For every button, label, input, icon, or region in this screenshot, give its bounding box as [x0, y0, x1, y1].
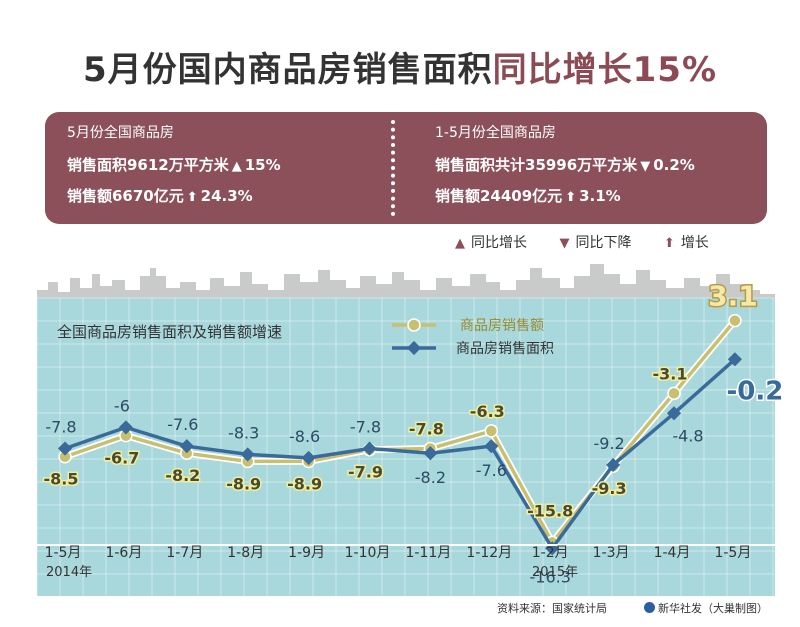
sales-point	[484, 424, 499, 438]
area-point	[606, 457, 621, 473]
stats-jan-may-subtitle: 1-5月份全国商品房	[435, 125, 556, 141]
data-label: -8.9	[226, 474, 261, 493]
stats-divider	[391, 120, 395, 216]
data-label: -7.8	[350, 418, 381, 437]
stats-panel: 5月份全国商品房 销售面积9612万平方米 ▲ 15% 销售额6670亿元 ⬆ 24.3…	[45, 112, 767, 224]
stats-jan-may-sales: 销售额24409亿元 ⬆ 3.1%	[435, 187, 621, 205]
legend-increase: ⬆ 增长	[663, 235, 709, 251]
stats-jan-may: 1-5月份全国商品房 销售面积共计35996万平方米 ▼ 0.2% 销售额24409…	[435, 122, 695, 216]
x-tick-label: 1-7月	[166, 545, 203, 561]
symbol-legend: ▲ 同比增长 ▼ 同比下降 ⬆ 增长	[455, 232, 737, 252]
area-point	[57, 441, 73, 456]
legend-label: 商品房销售面积	[456, 341, 554, 357]
data-label: -7.8	[45, 418, 76, 437]
x-tick-label: 1-8月	[227, 545, 264, 561]
x-year-label: 2015年	[532, 565, 578, 580]
x-tick-label: 1-11月	[406, 545, 452, 561]
up-arrow-icon: ⬆	[663, 236, 675, 251]
area-point	[301, 450, 316, 465]
down-triangle-icon: ▼	[640, 159, 651, 174]
area-point	[118, 420, 133, 435]
up-arrow-icon: ⬆	[565, 190, 577, 205]
data-label: -16.3	[529, 567, 570, 586]
series-line-1	[64, 357, 737, 551]
data-label: -8.2	[415, 468, 446, 487]
x-tick-label: 1-4月	[654, 545, 691, 561]
legend-marker	[407, 318, 421, 332]
x-axis: 1-5月 1-6月 1-7月 1-8月 1-9月 1-10月 1-11月 1-12月 1-2月 1…	[37, 544, 775, 580]
down-triangle-icon: ▼	[559, 236, 570, 251]
sales-point	[667, 386, 681, 401]
data-label: -7.8	[409, 420, 444, 439]
page-title: 5月份国内商品房销售面积同比增长15%	[82, 50, 718, 90]
x-year-label: 2014年	[46, 565, 92, 580]
data-label: -8.6	[289, 427, 320, 446]
data-label: -8.2	[165, 466, 200, 485]
x-tick-label: 1-5月	[714, 545, 751, 561]
series-line-0	[64, 319, 737, 545]
up-triangle-icon: ▲	[455, 236, 465, 251]
up-triangle-icon: ▲	[231, 159, 242, 174]
series-lines	[57, 313, 742, 556]
series-halo	[63, 318, 738, 546]
data-label: -7.6	[476, 461, 507, 480]
stats-may-sales: 销售额6670亿元 ⬆ 24.3%	[67, 187, 253, 205]
data-label: -8.5	[44, 470, 79, 489]
legend-marker	[406, 340, 422, 356]
data-label: -9.3	[592, 479, 627, 498]
area-point	[484, 439, 499, 454]
data-label: -3.1	[653, 364, 688, 383]
x-tick-label: 1-12月	[466, 545, 512, 561]
data-label: -7.9	[348, 463, 383, 482]
data-label: -8.3	[228, 423, 259, 442]
legend-label: 商品房销售额	[460, 318, 544, 334]
chart-title: 全国商品房销售面积及销售额增速	[57, 323, 282, 341]
x-tick-label: 1-3月	[593, 545, 630, 561]
area-point	[362, 441, 377, 456]
source-note: 资料来源：国家统计局	[497, 602, 607, 615]
area-point	[240, 447, 255, 462]
data-label: 3.1	[708, 280, 758, 313]
x-tick-label: 1-9月	[288, 545, 325, 561]
data-label: -6.3	[470, 402, 505, 421]
up-arrow-icon: ⬆	[186, 190, 198, 205]
area-point	[727, 352, 742, 367]
sales-point	[728, 313, 742, 328]
stats-may-area: 销售面积9612万平方米 ▲ 15%	[67, 156, 281, 174]
stats-jan-may-area: 销售面积共计35996万平方米 ▼ 0.2%	[435, 156, 695, 174]
data-label: -9.2	[593, 434, 624, 453]
area-point	[179, 439, 194, 454]
grid-lines	[36, 297, 775, 596]
data-label: -6	[114, 396, 130, 415]
data-label: -15.8	[527, 501, 573, 520]
area-point	[666, 406, 682, 421]
data-label: -4.8	[672, 426, 703, 445]
x-tick-label: 1-6月	[105, 545, 142, 561]
data-labels: -8.5 -6.7 -8.2 -8.9 -8.9 -7.9 -7.8 -6.3 -15.8 -9.…	[42, 278, 785, 586]
area-point	[423, 446, 438, 461]
data-label: -6.7	[104, 449, 139, 468]
data-label: -7.6	[167, 415, 198, 434]
globe-icon	[644, 602, 655, 613]
stats-may: 5月份全国商品房 销售面积9612万平方米 ▲ 15% 销售额6670亿元 ⬆ 24.3…	[67, 122, 281, 216]
agency-credit: 新华社发（大巢制图）	[644, 600, 768, 616]
legend-down: ▼ 同比下降	[559, 235, 632, 251]
x-tick-label: 1-5月	[45, 545, 82, 561]
legend-up: ▲ 同比增长	[455, 235, 527, 251]
data-label: -8.9	[287, 474, 322, 493]
city-skyline	[37, 264, 775, 302]
stats-may-subtitle: 5月份全国商品房	[67, 125, 174, 141]
x-tick-label: 1-10月	[345, 545, 391, 561]
x-tick-label: 1-2月	[532, 545, 569, 561]
data-label: -0.2	[726, 376, 783, 406]
